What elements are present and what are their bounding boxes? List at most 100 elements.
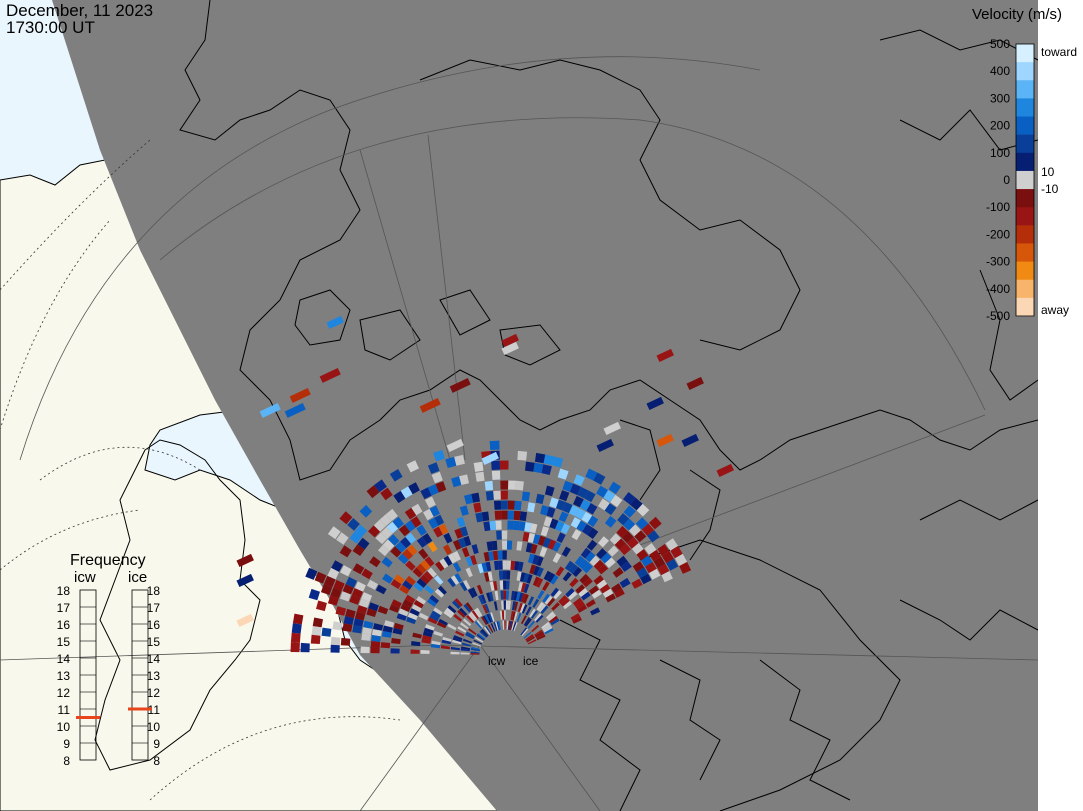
velocity-cell	[422, 635, 432, 641]
velocity-cell	[507, 620, 511, 630]
velocity-cell	[423, 627, 434, 634]
velocity-cell	[324, 575, 336, 588]
velocity-cell	[493, 622, 498, 631]
velocity-cell	[519, 572, 526, 582]
velocity-cell	[422, 631, 433, 638]
frequency-tick-label: 8	[63, 754, 70, 768]
velocity-cell	[471, 610, 479, 619]
velocity-cell	[398, 608, 409, 617]
velocity-cell	[390, 546, 402, 558]
velocity-cell	[386, 521, 399, 534]
velocity-cell	[571, 529, 582, 541]
velocity-cell	[412, 632, 422, 639]
velocity-cell	[420, 574, 430, 585]
colorbar-swatch	[1016, 279, 1034, 299]
velocity-cell	[500, 590, 504, 600]
radar-label-icw: icw	[488, 654, 506, 668]
velocity-cell	[366, 608, 377, 617]
colorbar-neg10: -10	[1041, 182, 1059, 196]
frequency-tick-label: 12	[147, 686, 161, 700]
velocity-cell	[345, 576, 357, 588]
colorbar-swatch	[1016, 297, 1034, 317]
velocity-cell	[582, 524, 593, 536]
velocity-cell	[513, 611, 518, 621]
velocity-cell	[424, 496, 436, 508]
velocity-cell	[543, 625, 553, 633]
velocity-cell	[484, 572, 490, 582]
velocity-cell	[525, 618, 532, 627]
velocity-cell	[454, 528, 463, 539]
velocity-cell	[495, 520, 502, 530]
velocity-cell	[420, 487, 432, 500]
velocity-cell	[512, 611, 516, 621]
velocity-cell	[400, 603, 411, 613]
colorbar-away: away	[1041, 303, 1069, 317]
velocity-cell	[546, 597, 556, 607]
velocity-cell	[442, 636, 452, 642]
velocity-cell	[493, 581, 498, 591]
velocity-cell	[450, 646, 460, 651]
velocity-cell	[541, 464, 552, 475]
velocity-cell	[611, 583, 622, 593]
velocity-cell	[525, 635, 535, 642]
velocity-cell	[530, 610, 538, 619]
velocity-cell	[679, 561, 692, 574]
velocity-cell	[604, 503, 617, 516]
velocity-cell	[514, 500, 522, 511]
velocity-cell	[513, 591, 518, 601]
velocity-cell	[486, 541, 493, 551]
velocity-cell	[604, 515, 617, 528]
velocity-cell	[368, 525, 381, 538]
velocity-cell	[636, 549, 649, 561]
velocity-cell	[596, 579, 608, 590]
velocity-cell	[435, 561, 445, 572]
velocity-cell	[502, 550, 507, 560]
velocity-cell	[586, 503, 598, 515]
velocity-cell	[608, 481, 621, 494]
velocity-cell	[475, 607, 483, 617]
velocity-cell	[398, 524, 411, 537]
velocity-cell	[361, 592, 373, 602]
velocity-cell	[681, 433, 699, 448]
velocity-cell	[506, 620, 509, 630]
velocity-cell	[585, 551, 596, 563]
velocity-cell	[438, 523, 449, 535]
velocity-cell	[557, 468, 569, 480]
velocity-cell	[623, 518, 636, 531]
velocity-cell	[452, 600, 461, 609]
velocity-cell	[517, 450, 528, 461]
velocity-cell	[461, 547, 470, 558]
velocity-cell	[378, 544, 390, 557]
velocity-cell	[547, 613, 557, 622]
velocity-cell	[392, 627, 403, 635]
velocity-cell	[375, 584, 387, 595]
velocity-cell	[532, 534, 541, 545]
velocity-cell	[402, 599, 413, 608]
velocity-cell	[405, 532, 417, 544]
frequency-tick-label: 16	[57, 618, 71, 632]
velocity-cell	[459, 581, 468, 592]
velocity-cell	[575, 508, 586, 520]
velocity-cell	[481, 616, 488, 625]
velocity-cell	[570, 613, 581, 621]
velocity-cell	[457, 626, 467, 633]
velocity-cell	[371, 635, 381, 642]
time-label: 1730:00 UT	[6, 18, 95, 37]
velocity-cell	[631, 542, 644, 555]
velocity-cell	[382, 573, 394, 584]
frequency-tick-label: 12	[57, 686, 71, 700]
colorbar-toward: toward	[1041, 45, 1077, 59]
velocity-cell	[484, 614, 491, 624]
velocity-cell	[470, 648, 480, 652]
velocity-cell	[576, 520, 587, 532]
velocity-cell	[527, 596, 535, 606]
velocity-cell	[529, 608, 536, 618]
velocity-cell	[471, 646, 481, 651]
velocity-cell	[470, 587, 478, 597]
velocity-cell	[641, 523, 655, 536]
velocity-cell	[518, 521, 526, 531]
velocity-cell	[463, 603, 472, 613]
velocity-cell	[631, 578, 643, 589]
colorbar-swatch	[1016, 80, 1034, 99]
velocity-cell	[391, 599, 402, 608]
